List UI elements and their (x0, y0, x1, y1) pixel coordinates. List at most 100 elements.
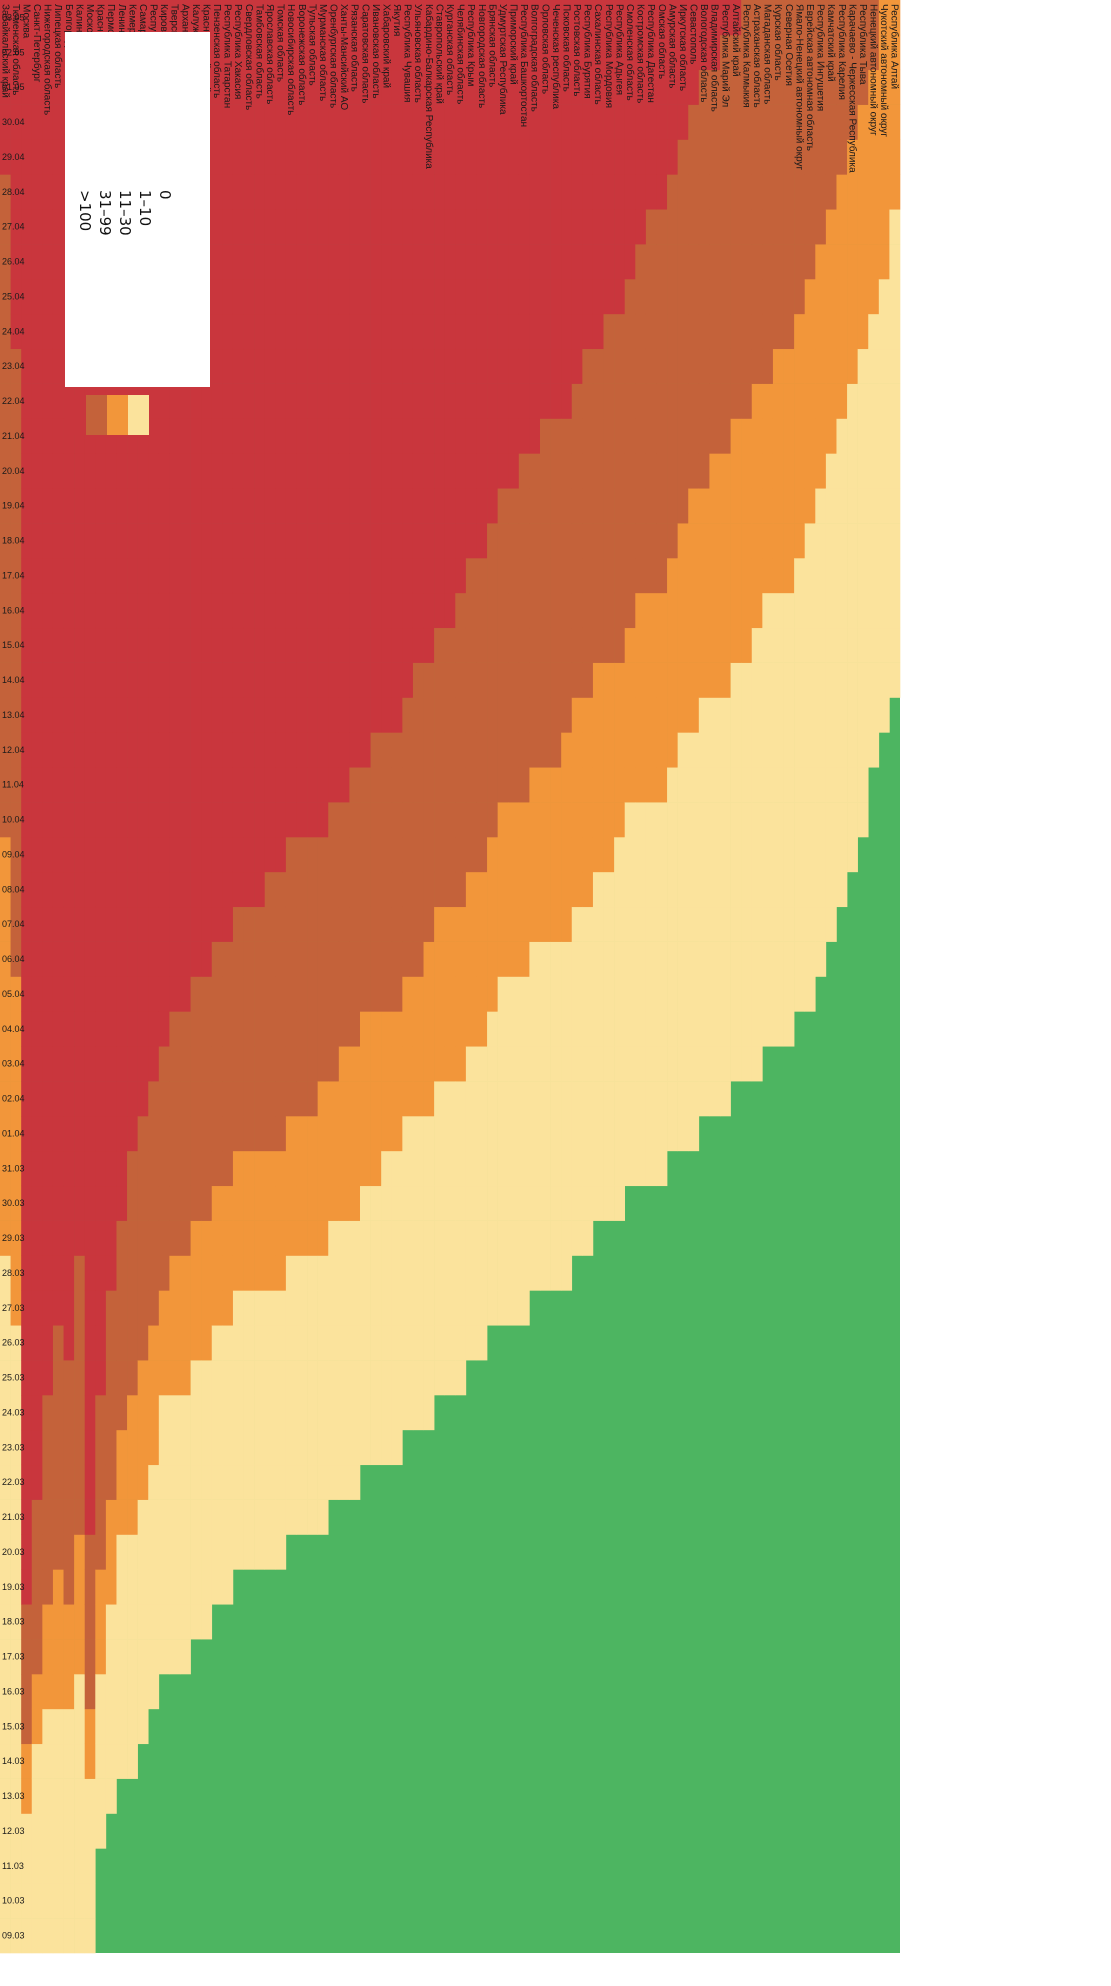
heatmap-cell (317, 1116, 329, 1152)
heatmap-cell (360, 1360, 371, 1396)
heatmap-cell (31, 906, 43, 942)
heatmap-cell (518, 69, 530, 105)
heatmap-cell (698, 174, 710, 210)
heatmap-cell (275, 1150, 287, 1187)
heatmap-cell (0, 732, 11, 768)
heatmap-cell (52, 1674, 64, 1710)
heatmap-cell (360, 662, 371, 698)
heatmap-cell (518, 627, 530, 663)
heatmap-cell (667, 523, 678, 559)
heatmap-cell (455, 941, 467, 977)
heatmap-cell (402, 976, 414, 1012)
heatmap-cell (296, 523, 308, 559)
heatmap-cell (285, 1499, 297, 1535)
heatmap-cell (264, 558, 276, 594)
heatmap-cell (434, 1220, 446, 1256)
heatmap-cell (508, 244, 520, 280)
heatmap-cell (434, 767, 446, 803)
heatmap-cell (158, 1534, 170, 1570)
heatmap-cell (307, 1360, 318, 1396)
heatmap-cell (624, 627, 636, 663)
heatmap-cell (232, 244, 244, 280)
heatmap-cell (804, 523, 816, 559)
heatmap-cell (285, 732, 297, 768)
heatmap-cell (275, 1429, 287, 1466)
heatmap-cell (84, 1360, 96, 1396)
heatmap-cell (455, 837, 467, 873)
heatmap-cell (285, 279, 297, 315)
heatmap-cell (370, 313, 382, 350)
heatmap-cell (582, 1011, 594, 1047)
heatmap-cell (10, 1046, 22, 1082)
heatmap-cell (243, 383, 255, 419)
heatmap-cell (285, 767, 297, 803)
heatmap-cell (169, 1150, 181, 1187)
heatmap-cell (211, 662, 223, 698)
heatmap-cell (667, 662, 678, 698)
heatmap-cell (762, 34, 774, 71)
heatmap-cell (751, 523, 763, 559)
heatmap-cell (656, 1046, 668, 1082)
heatmap-cell (95, 1185, 107, 1221)
heatmap-cell (561, 34, 573, 71)
heatmap-cell (158, 1046, 170, 1082)
heatmap-cell (307, 906, 318, 942)
heatmap-cell (254, 1429, 266, 1466)
heatmap-cell (804, 592, 816, 629)
heatmap-cell (285, 558, 297, 594)
heatmap-cell (296, 976, 308, 1012)
heatmap-cell (571, 523, 583, 559)
heatmap-cell (127, 1360, 138, 1396)
heatmap-cell (677, 209, 689, 245)
heatmap-cell (592, 0, 604, 36)
heatmap-cell (328, 0, 340, 36)
heatmap-cell (624, 348, 636, 384)
heatmap-cell (465, 1116, 477, 1152)
heatmap-cell (815, 488, 827, 524)
heatmap-cell (487, 627, 498, 663)
heatmap-cell (0, 1813, 11, 1849)
heatmap-cell (10, 1290, 22, 1326)
heatmap-cell (645, 802, 657, 838)
heatmap-cell (84, 767, 96, 803)
heatmap-cell (688, 802, 700, 838)
heatmap-cell (137, 558, 149, 594)
heatmap-cell (0, 1918, 11, 1954)
heatmap-cell (201, 1429, 213, 1466)
heatmap-cell (74, 558, 86, 594)
heatmap-cell (455, 1081, 467, 1117)
heatmap-cell (317, 627, 329, 663)
heatmap-cell (84, 1290, 96, 1326)
date-label: 22.04 (2, 396, 25, 406)
heatmap-cell (42, 837, 54, 873)
heatmap-cell (497, 0, 509, 36)
heatmap-cell (137, 1325, 149, 1361)
heatmap-cell (751, 802, 763, 838)
heatmap-cell (169, 732, 181, 768)
heatmap-cell (455, 1185, 467, 1221)
heatmap-cell (338, 139, 350, 175)
heatmap-cell (730, 383, 742, 419)
heatmap-cell (264, 313, 276, 350)
heatmap-cell (508, 69, 520, 105)
heatmap-cell (42, 1569, 54, 1605)
heatmap-cell (794, 906, 806, 942)
heatmap-cell (688, 34, 700, 71)
heatmap-cell (180, 453, 191, 489)
heatmap-cell (455, 104, 467, 140)
heatmap-cell (815, 313, 827, 350)
heatmap-cell (815, 732, 827, 768)
heatmap-cell (10, 1429, 22, 1466)
heatmap-cell (275, 523, 287, 559)
heatmap-cell (497, 1081, 509, 1117)
heatmap-cell (201, 1046, 213, 1082)
heatmap-cell (211, 1464, 223, 1500)
heatmap-cell (624, 1081, 636, 1117)
heatmap-cell (63, 1639, 75, 1675)
heatmap-cell (794, 34, 806, 71)
heatmap-cell (95, 1778, 107, 1814)
heatmap-cell (391, 523, 403, 559)
heatmap-cell (201, 418, 213, 454)
heatmap-cell (285, 139, 297, 175)
heatmap-cell (211, 837, 223, 873)
